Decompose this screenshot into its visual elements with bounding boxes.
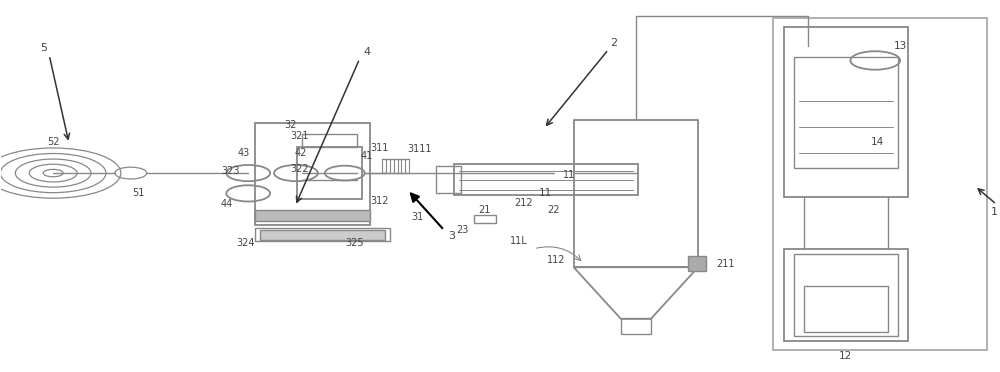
Bar bbox=[454, 164, 638, 195]
Text: 21: 21 bbox=[478, 205, 490, 215]
Bar bbox=[297, 147, 362, 199]
Bar bbox=[255, 123, 370, 225]
Text: 23: 23 bbox=[456, 225, 468, 235]
Text: 325: 325 bbox=[345, 238, 364, 248]
Text: 11: 11 bbox=[563, 170, 575, 180]
Text: 5: 5 bbox=[40, 42, 47, 52]
Text: 32: 32 bbox=[284, 120, 296, 130]
Text: 13: 13 bbox=[893, 41, 907, 51]
Text: 1: 1 bbox=[991, 207, 998, 217]
Bar bbox=[621, 318, 651, 334]
Text: 312: 312 bbox=[370, 196, 389, 206]
Bar bbox=[302, 134, 357, 147]
Bar bbox=[688, 256, 706, 271]
Text: 31: 31 bbox=[411, 212, 424, 222]
Text: 112: 112 bbox=[547, 255, 565, 265]
Text: 14: 14 bbox=[871, 137, 884, 147]
Text: 43: 43 bbox=[237, 148, 249, 158]
Text: 44: 44 bbox=[220, 199, 232, 209]
Bar bbox=[804, 286, 888, 332]
Text: 41: 41 bbox=[361, 151, 373, 161]
Bar bbox=[773, 18, 987, 350]
Text: 51: 51 bbox=[133, 188, 145, 198]
Text: 322: 322 bbox=[291, 164, 309, 174]
Text: 311: 311 bbox=[370, 143, 389, 153]
Text: 323: 323 bbox=[221, 166, 240, 176]
Text: 3111: 3111 bbox=[407, 144, 432, 154]
Text: 12: 12 bbox=[839, 351, 853, 361]
Bar bbox=[255, 210, 370, 221]
Bar bbox=[794, 254, 898, 336]
Bar bbox=[260, 230, 385, 240]
Text: 212: 212 bbox=[515, 198, 533, 208]
Bar bbox=[794, 57, 898, 167]
Text: 211: 211 bbox=[717, 259, 735, 269]
Text: 42: 42 bbox=[295, 148, 307, 158]
Text: 3: 3 bbox=[448, 231, 455, 241]
Text: 22: 22 bbox=[548, 205, 560, 215]
Text: 4: 4 bbox=[363, 47, 370, 57]
Text: 321: 321 bbox=[291, 131, 309, 141]
Bar bbox=[474, 215, 496, 223]
Bar bbox=[436, 166, 461, 193]
Bar bbox=[255, 228, 390, 241]
Bar bbox=[784, 249, 908, 341]
Bar bbox=[784, 27, 908, 197]
Text: 2: 2 bbox=[610, 38, 617, 48]
Text: 324: 324 bbox=[236, 238, 254, 248]
Text: 52: 52 bbox=[47, 137, 59, 147]
Text: 11: 11 bbox=[539, 188, 552, 198]
Bar bbox=[574, 119, 698, 267]
Text: 11L: 11L bbox=[510, 236, 528, 246]
